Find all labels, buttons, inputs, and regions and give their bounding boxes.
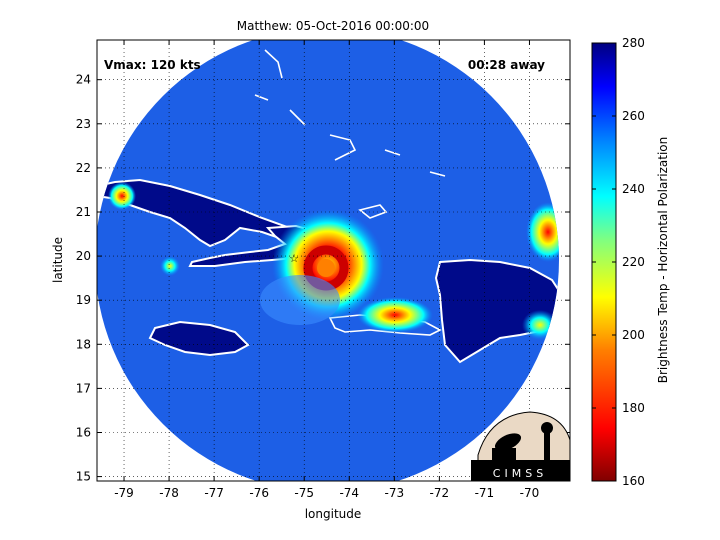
y-axis-label: latitude xyxy=(51,237,65,283)
x-tick-label: -70 xyxy=(520,486,540,500)
colorbar-tick-label: 180 xyxy=(622,401,645,415)
logo-tower-top xyxy=(541,422,553,434)
logo-text: CIMSS xyxy=(493,467,547,480)
y-tick-label: 23 xyxy=(76,117,91,131)
colorbar-tick-label: 280 xyxy=(622,36,645,50)
x-axis-label: longitude xyxy=(305,507,362,521)
warm-spot-west xyxy=(160,256,180,276)
x-tick-label: -77 xyxy=(204,486,224,500)
x-tick-label: -72 xyxy=(430,486,450,500)
y-tick-label: 22 xyxy=(76,161,91,175)
logo-building xyxy=(492,448,516,460)
logo-tower xyxy=(544,428,550,460)
y-tick-label: 24 xyxy=(76,73,91,87)
y-tick-label: 19 xyxy=(76,293,91,307)
land-bahamas xyxy=(254,49,446,219)
x-tick-label: -79 xyxy=(114,486,134,500)
cimss-logo: CIMSS xyxy=(471,411,571,482)
y-tick-label: 20 xyxy=(76,249,91,263)
land-cuba xyxy=(97,178,303,248)
x-tick-label: -78 xyxy=(159,486,179,500)
colorbar-tick-label: 240 xyxy=(622,182,645,196)
warm-band-south xyxy=(357,297,433,333)
storm-marker: ☆ xyxy=(289,252,299,265)
logo-dish xyxy=(494,433,522,451)
x-tick-label: -76 xyxy=(249,486,269,500)
x-tick-label: -71 xyxy=(475,486,495,500)
y-tick-label: 16 xyxy=(76,425,91,439)
y-tick-label: 15 xyxy=(76,470,91,484)
warm-spot-cuba xyxy=(108,182,136,210)
cool-patch-center xyxy=(260,275,340,325)
storm-eye xyxy=(317,259,335,277)
x-tick-label: -74 xyxy=(339,486,359,500)
swath-layer: ☆ xyxy=(97,40,559,481)
grid-lines xyxy=(97,40,570,481)
colorbar-ticks: 160 180 200 220 240 260 280 xyxy=(592,36,645,488)
plot-frame xyxy=(96,39,571,482)
logo-bar xyxy=(471,460,570,481)
chart-title: Matthew: 05-Oct-2016 00:00:00 xyxy=(237,19,429,33)
y-tick-label: 21 xyxy=(76,205,91,219)
land-jamaica xyxy=(148,320,250,357)
x-tick-label: -75 xyxy=(294,486,314,500)
colorbar-tick-label: 260 xyxy=(622,109,645,123)
swath-contents xyxy=(97,49,559,364)
y-tick-label: 17 xyxy=(76,381,91,395)
vmax-annotation: Vmax: 120 kts xyxy=(104,58,201,72)
colorbar-tick-label: 220 xyxy=(622,255,645,269)
y-axis-ticks: 15 16 17 18 19 20 21 22 23 24 xyxy=(76,73,570,484)
time-away-annotation: 00:28 away xyxy=(468,58,545,72)
y-tick-label: 18 xyxy=(76,337,91,351)
x-tick-label: -73 xyxy=(385,486,405,500)
warm-spot-east xyxy=(526,202,559,262)
land-hispaniola-east xyxy=(434,258,559,364)
colorbar-tick-label: 200 xyxy=(622,328,645,342)
colorbar-label: Brightness Temp - Horizontal Polarizatio… xyxy=(656,137,670,384)
colorbar-tick-label: 160 xyxy=(622,474,645,488)
